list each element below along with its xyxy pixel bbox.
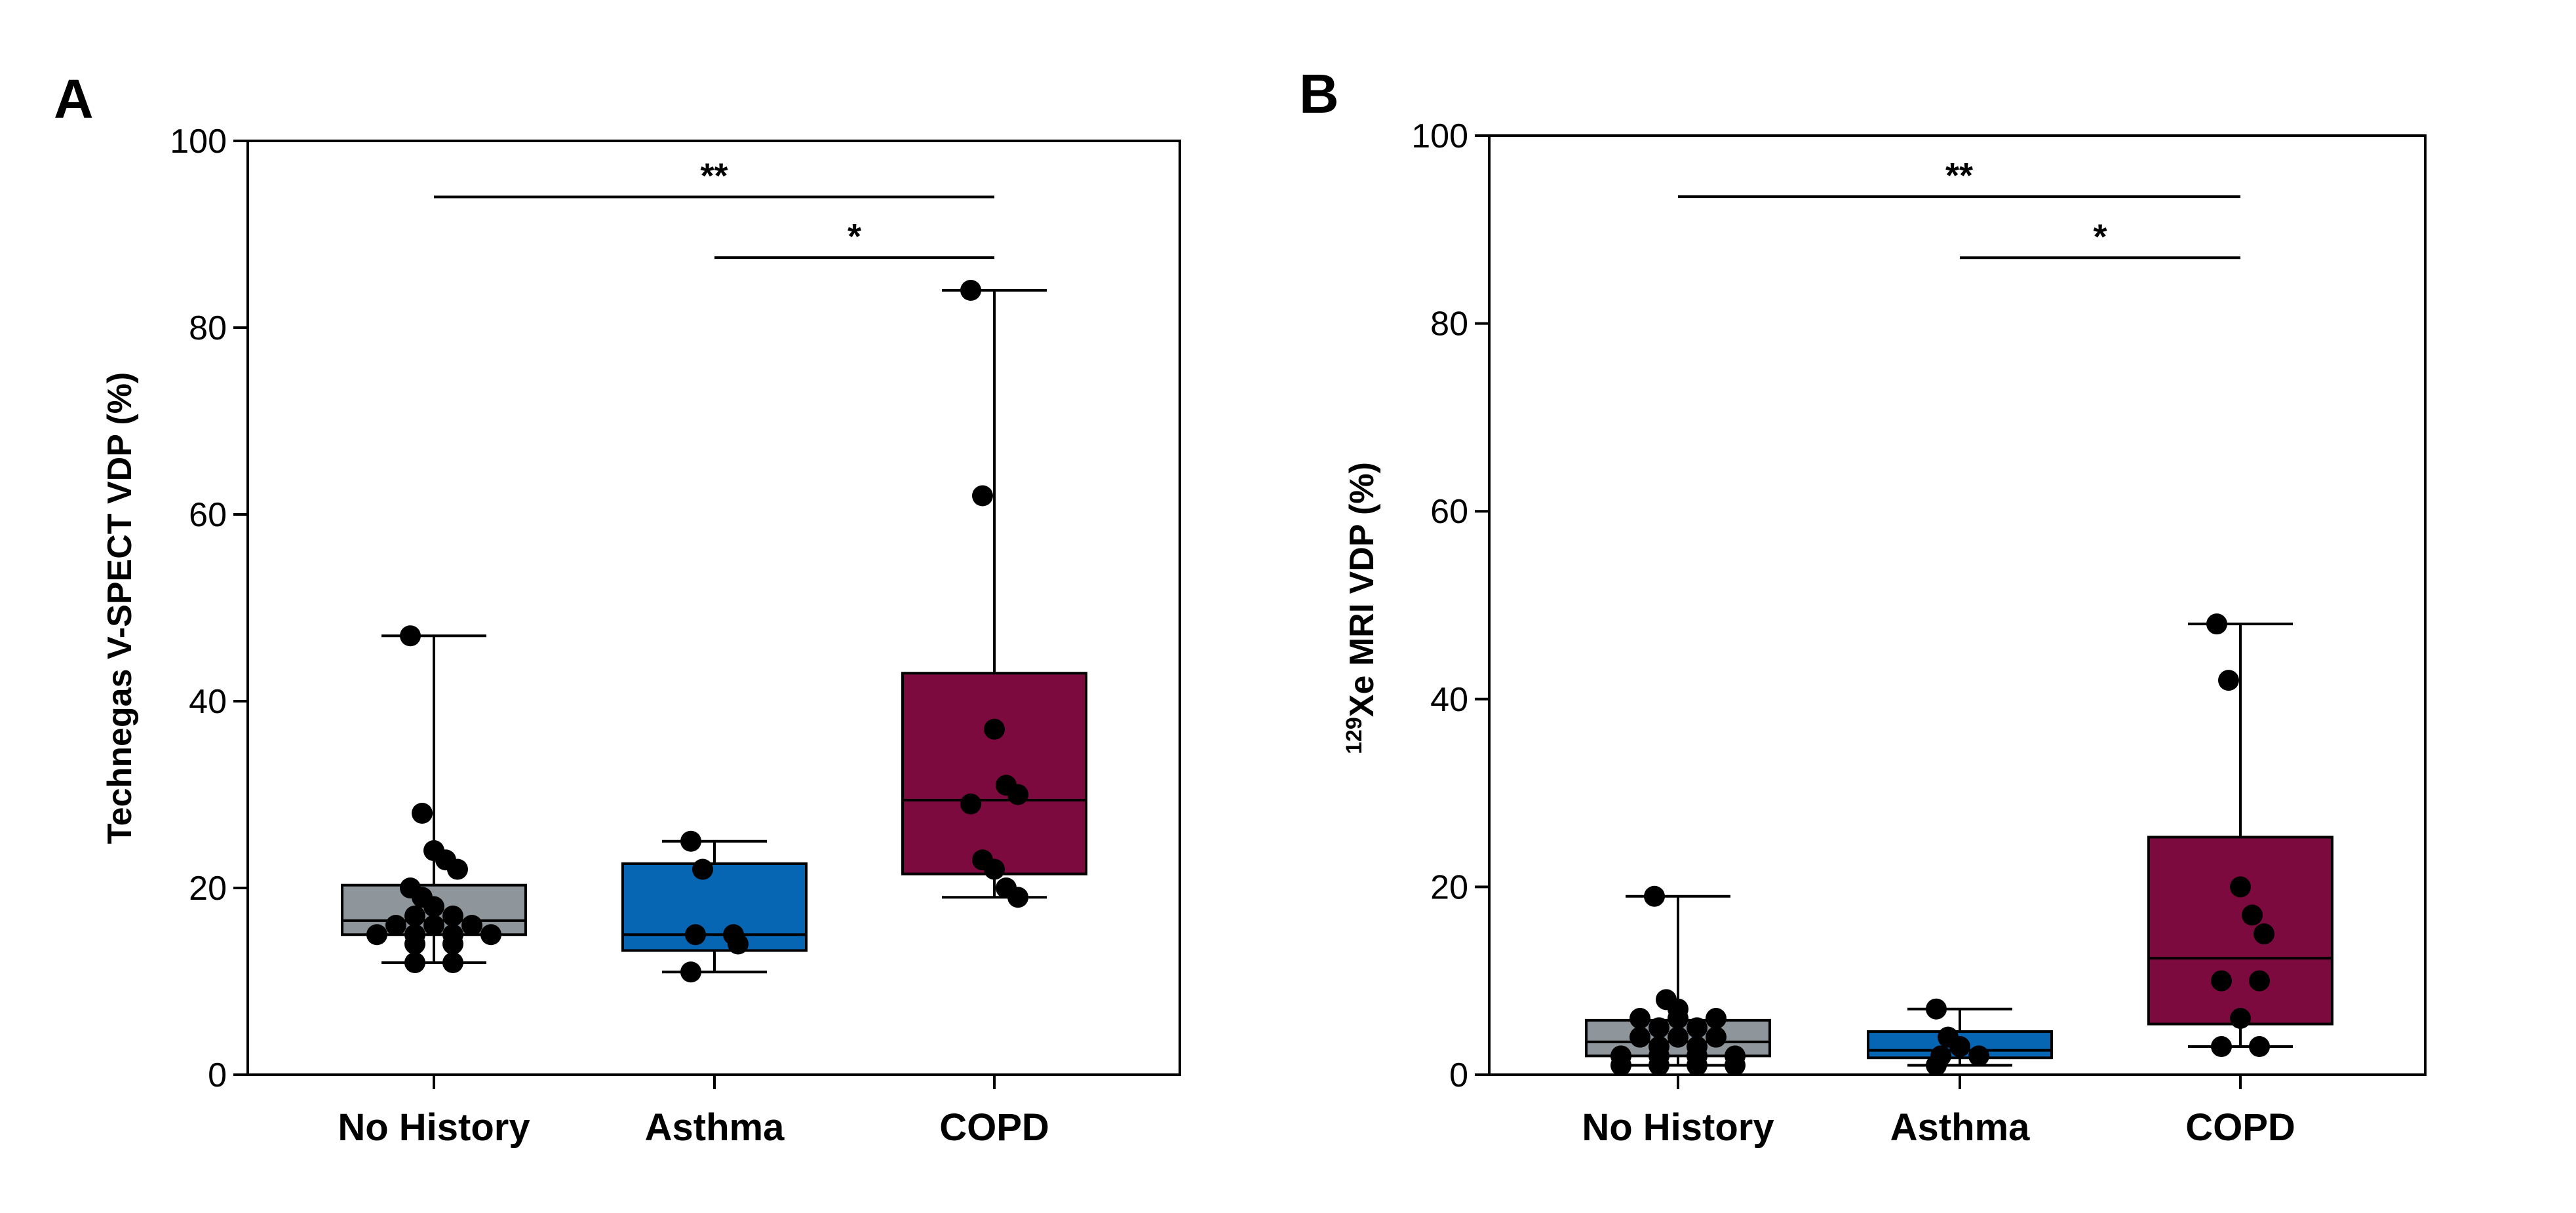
data-point xyxy=(1668,1026,1688,1048)
data-point xyxy=(2206,613,2227,635)
data-point xyxy=(1687,1054,1708,1076)
y-tick-label: 40 xyxy=(189,683,227,721)
y-tick-label: 0 xyxy=(1449,1056,1468,1094)
data-point xyxy=(385,915,406,936)
data-point xyxy=(442,933,463,955)
data-point xyxy=(1610,1054,1631,1076)
data-point xyxy=(447,858,468,880)
iqr-box xyxy=(2147,836,2333,1026)
y-tick-label: 100 xyxy=(1411,117,1468,155)
data-point xyxy=(480,924,501,946)
data-point xyxy=(984,858,1005,880)
y-tick-label: 80 xyxy=(189,309,227,347)
data-point xyxy=(960,793,981,815)
data-point xyxy=(404,952,425,973)
data-point xyxy=(404,933,425,955)
plot-frame xyxy=(1488,134,2427,1076)
data-point xyxy=(2218,670,2239,691)
y-tick-label: 40 xyxy=(1430,681,1468,719)
panel-a: A 0 20 40 60 80 100 Technegas V-SPECT VDP (%) No… xyxy=(54,68,1181,1149)
data-point xyxy=(692,858,713,880)
y-tick-label: 20 xyxy=(1430,868,1468,906)
data-point xyxy=(1007,784,1028,805)
data-point xyxy=(366,924,387,946)
significance-label: * xyxy=(2093,217,2107,256)
y-axis-label-main: Xe MRI VDP (%) xyxy=(1343,462,1381,717)
significance-label: ** xyxy=(700,157,728,196)
data-point xyxy=(972,485,993,507)
data-point xyxy=(1649,1054,1669,1076)
data-point xyxy=(423,896,444,917)
y-axis-label: 129Xe MRI VDP (%) xyxy=(1342,462,1381,754)
x-category-label: No History xyxy=(1582,1106,1774,1149)
data-point xyxy=(1706,1008,1727,1030)
data-point xyxy=(1007,887,1028,908)
data-point xyxy=(2249,1036,2270,1058)
x-category-label: No History xyxy=(338,1106,530,1149)
y-tick-label: 0 xyxy=(208,1056,227,1094)
data-point xyxy=(1926,1054,1947,1076)
data-point xyxy=(680,830,701,852)
data-point xyxy=(2230,1008,2251,1030)
data-point xyxy=(1725,1054,1746,1076)
data-point xyxy=(1649,1017,1669,1039)
data-point xyxy=(461,915,482,936)
data-point xyxy=(412,803,433,824)
data-point xyxy=(423,915,444,936)
y-tick-label: 80 xyxy=(1430,305,1468,343)
iqr-box xyxy=(901,672,1087,876)
data-point xyxy=(1644,885,1665,907)
data-point xyxy=(2242,904,2263,926)
iqr-box xyxy=(621,862,808,952)
panel-letter: A xyxy=(54,68,94,130)
y-tick-label: 20 xyxy=(189,870,227,908)
data-point xyxy=(685,924,706,946)
y-tick-label: 100 xyxy=(170,123,227,161)
x-category-label: Asthma xyxy=(645,1106,785,1149)
data-point xyxy=(1926,998,1947,1020)
y-axis-label-superscript: 129 xyxy=(1342,717,1367,754)
data-point xyxy=(400,625,421,647)
data-point xyxy=(1687,1017,1708,1039)
y-tick-label: 60 xyxy=(1430,493,1468,531)
y-tick-label: 60 xyxy=(189,496,227,534)
data-point xyxy=(2211,970,2232,992)
data-point xyxy=(442,905,463,927)
data-point xyxy=(2249,970,2270,992)
data-point xyxy=(2254,923,2274,945)
data-point xyxy=(442,952,463,973)
x-category-label: COPD xyxy=(2185,1106,2295,1149)
data-point xyxy=(1630,1008,1650,1030)
data-point xyxy=(2230,876,2251,898)
data-point xyxy=(1968,1045,1989,1067)
y-axis-label: Technegas V-SPECT VDP (%) xyxy=(101,372,139,844)
data-point xyxy=(2211,1036,2232,1058)
data-point xyxy=(1706,1026,1727,1048)
significance-label: * xyxy=(848,217,861,256)
significance-label: ** xyxy=(1945,156,1973,195)
panel-letter: B xyxy=(1299,63,1339,125)
data-point xyxy=(1630,1026,1650,1048)
x-category-label: Asthma xyxy=(1890,1106,2030,1149)
panel-b: B 0 20 40 60 80 100 129Xe MRI VDP (%) No History… xyxy=(1299,63,2427,1149)
data-point xyxy=(680,961,701,983)
data-point xyxy=(984,718,1005,740)
x-category-label: COPD xyxy=(939,1106,1049,1149)
data-point xyxy=(728,933,749,955)
data-point xyxy=(1949,1036,1970,1058)
data-point xyxy=(1668,1008,1688,1030)
data-point xyxy=(960,280,981,301)
data-point xyxy=(404,905,425,927)
